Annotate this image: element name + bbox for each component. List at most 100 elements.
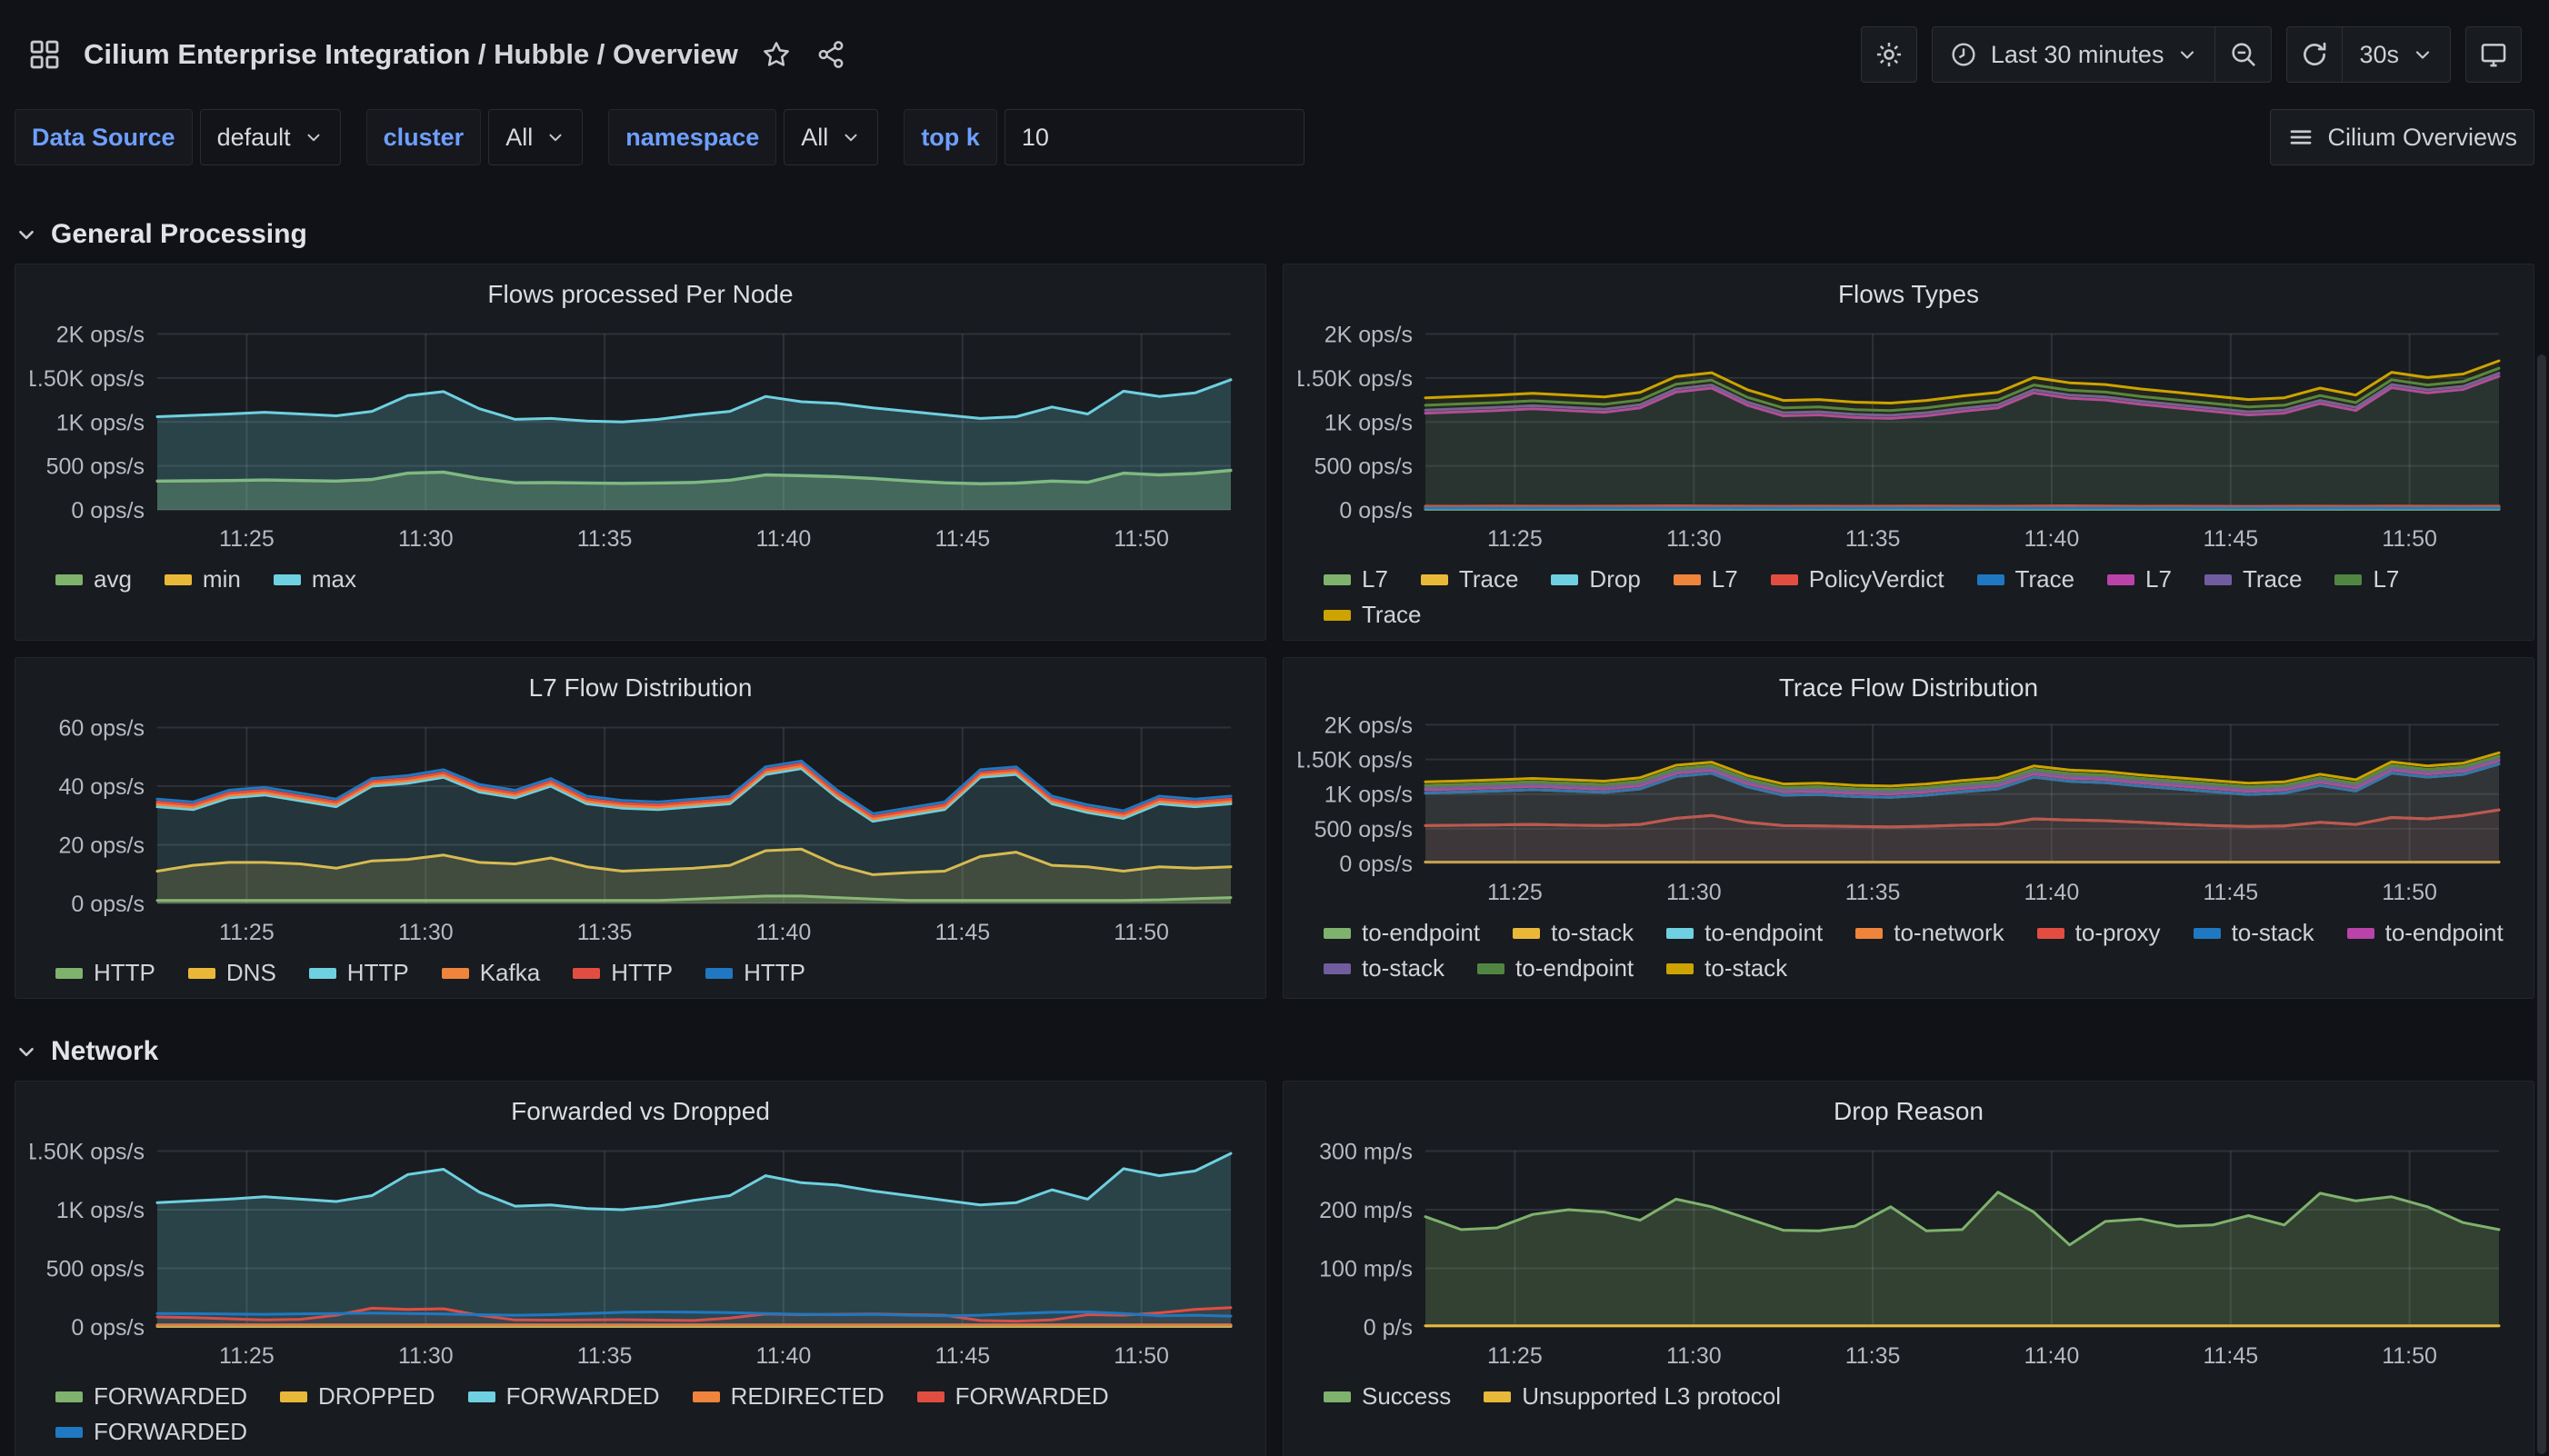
time-picker-button[interactable]: Last 30 minutes [1932, 26, 2216, 83]
legend-label: FORWARDED [94, 1418, 247, 1446]
legend-swatch [1551, 574, 1578, 585]
legend-item[interactable]: to-endpoint [1324, 919, 1480, 947]
legend-item[interactable]: Trace [1977, 565, 2075, 593]
svg-text:300 mp/s: 300 mp/s [1319, 1140, 1413, 1165]
svg-text:11:25: 11:25 [1487, 880, 1543, 905]
legend-item[interactable]: REDIRECTED [693, 1382, 885, 1411]
svg-text:1.50K ops/s: 1.50K ops/s [30, 366, 145, 392]
legend-item[interactable]: to-endpoint [1477, 954, 1634, 982]
legend-label: HTTP [744, 959, 805, 987]
top-nav: Cilium Enterprise Integration / Hubble /… [0, 0, 2549, 109]
svg-text:0 ops/s: 0 ops/s [1339, 852, 1413, 877]
legend-item[interactable]: FORWARDED [468, 1382, 660, 1411]
legend-label: Kafka [480, 959, 541, 987]
panel-title[interactable]: Trace Flow Distribution [1298, 667, 2519, 709]
refresh-interval-dropdown[interactable]: 30s [2343, 26, 2451, 83]
legend-label: Trace [1459, 565, 1519, 593]
legend-item[interactable]: Trace [2204, 565, 2303, 593]
panel-drop-reason: Drop Reason11:2511:3011:3511:4011:4511:5… [1283, 1081, 2534, 1456]
svg-text:11:45: 11:45 [2203, 880, 2258, 905]
legend-swatch [468, 1391, 495, 1402]
dashboards-grid-icon[interactable] [27, 37, 62, 72]
panel-title[interactable]: Flows processed Per Node [30, 274, 1251, 315]
legend-swatch [1324, 610, 1351, 621]
share-icon[interactable] [815, 38, 847, 71]
kiosk-mode-button[interactable] [2465, 26, 2522, 83]
legend-item[interactable]: to-stack [2194, 919, 2314, 947]
svg-text:0 ops/s: 0 ops/s [71, 1315, 145, 1341]
monitor-icon [2478, 39, 2509, 70]
legend-item[interactable]: Unsupported L3 protocol [1484, 1382, 1781, 1411]
legend-item[interactable]: L7 [2107, 565, 2172, 593]
legend-item[interactable]: DROPPED [280, 1382, 435, 1411]
chevron-down-icon [545, 127, 565, 147]
legend-item[interactable]: HTTP [55, 959, 155, 987]
legend-item[interactable]: FORWARDED [55, 1382, 247, 1411]
svg-text:11:40: 11:40 [2024, 880, 2080, 905]
refresh-button[interactable] [2286, 26, 2343, 83]
legend-item[interactable]: to-endpoint [1666, 919, 1823, 947]
legend-label: to-stack [2232, 919, 2314, 947]
svg-text:40 ops/s: 40 ops/s [58, 774, 145, 800]
legend-item[interactable]: L7 [1674, 565, 1738, 593]
refresh-icon [2299, 39, 2330, 70]
section-header-network[interactable]: Network [15, 1022, 2534, 1081]
legend-label: min [203, 565, 241, 593]
zoom-out-button[interactable] [2215, 26, 2272, 83]
legend-item[interactable]: min [165, 565, 241, 593]
legend-item[interactable]: HTTP [705, 959, 805, 987]
scrollbar[interactable] [2537, 354, 2546, 1454]
legend-item[interactable]: to-network [1855, 919, 2004, 947]
legend-item[interactable]: Drop [1551, 565, 1640, 593]
legend: L7 Trace Drop L7 PolicyVerdict Trace L7 Trace L7… [1298, 560, 2519, 634]
legend-item[interactable]: Kafka [442, 959, 541, 987]
legend-item[interactable]: to-stack [1324, 954, 1444, 982]
legend-item[interactable]: to-stack [1513, 919, 1634, 947]
legend-item[interactable]: to-endpoint [2347, 919, 2504, 947]
legend-item[interactable]: to-proxy [2037, 919, 2161, 947]
chart-svg: 11:2511:3011:3511:4011:4511:502K ops/s1.… [1298, 709, 2519, 909]
legend-item[interactable]: DNS [188, 959, 276, 987]
legend-item[interactable]: PolicyVerdict [1771, 565, 1944, 593]
legend-item[interactable]: HTTP [573, 959, 673, 987]
legend-item[interactable]: to-stack [1666, 954, 1787, 982]
legend-swatch [1484, 1391, 1511, 1402]
star-icon[interactable] [760, 38, 793, 71]
legend-swatch [1324, 574, 1351, 585]
legend-swatch [693, 1391, 720, 1402]
legend-item[interactable]: Trace [1421, 565, 1519, 593]
panel-title[interactable]: Drop Reason [1298, 1091, 2519, 1132]
svg-text:11:25: 11:25 [219, 920, 275, 945]
legend-item[interactable]: HTTP [309, 959, 409, 987]
panel-title[interactable]: Forwarded vs Dropped [30, 1091, 1251, 1132]
legend-item[interactable]: Success [1324, 1382, 1451, 1411]
legend-label: to-proxy [2075, 919, 2161, 947]
legend-swatch [2334, 574, 2362, 585]
svg-text:11:30: 11:30 [398, 920, 454, 945]
legend-item[interactable]: Trace [1324, 601, 1422, 629]
variable-cluster: cluster All [366, 109, 584, 165]
section-header-general-processing[interactable]: General Processing [15, 205, 2534, 264]
breadcrumb-dashboard-title[interactable]: Cilium Enterprise Integration [84, 38, 470, 70]
panel-row: Flows processed Per Node11:2511:3011:351… [15, 264, 2534, 641]
svg-text:500 ops/s: 500 ops/s [46, 454, 145, 480]
legend-item[interactable]: FORWARDED [917, 1382, 1109, 1411]
cluster-dropdown[interactable]: All [488, 109, 583, 165]
legend-item[interactable]: L7 [1324, 565, 1388, 593]
legend-item[interactable]: FORWARDED [55, 1418, 247, 1446]
legend-swatch [2204, 574, 2232, 585]
panel-title[interactable]: L7 Flow Distribution [30, 667, 1251, 709]
cilium-overviews-button[interactable]: Cilium Overviews [2270, 109, 2534, 165]
namespace-dropdown[interactable]: All [784, 109, 878, 165]
data-source-dropdown[interactable]: default [200, 109, 341, 165]
panel-title[interactable]: Flows Types [1298, 274, 2519, 315]
top-k-input[interactable] [1005, 109, 1304, 165]
section-title: General Processing [51, 219, 307, 250]
panel-forwarded-vs-dropped: Forwarded vs Dropped11:2511:3011:3511:40… [15, 1081, 1266, 1456]
legend-item[interactable]: avg [55, 565, 132, 593]
dashboard-settings-button[interactable] [1861, 26, 1917, 83]
variable-value: All [505, 124, 533, 152]
svg-text:100 mp/s: 100 mp/s [1319, 1257, 1413, 1282]
legend-item[interactable]: L7 [2334, 565, 2399, 593]
legend-item[interactable]: max [274, 565, 356, 593]
